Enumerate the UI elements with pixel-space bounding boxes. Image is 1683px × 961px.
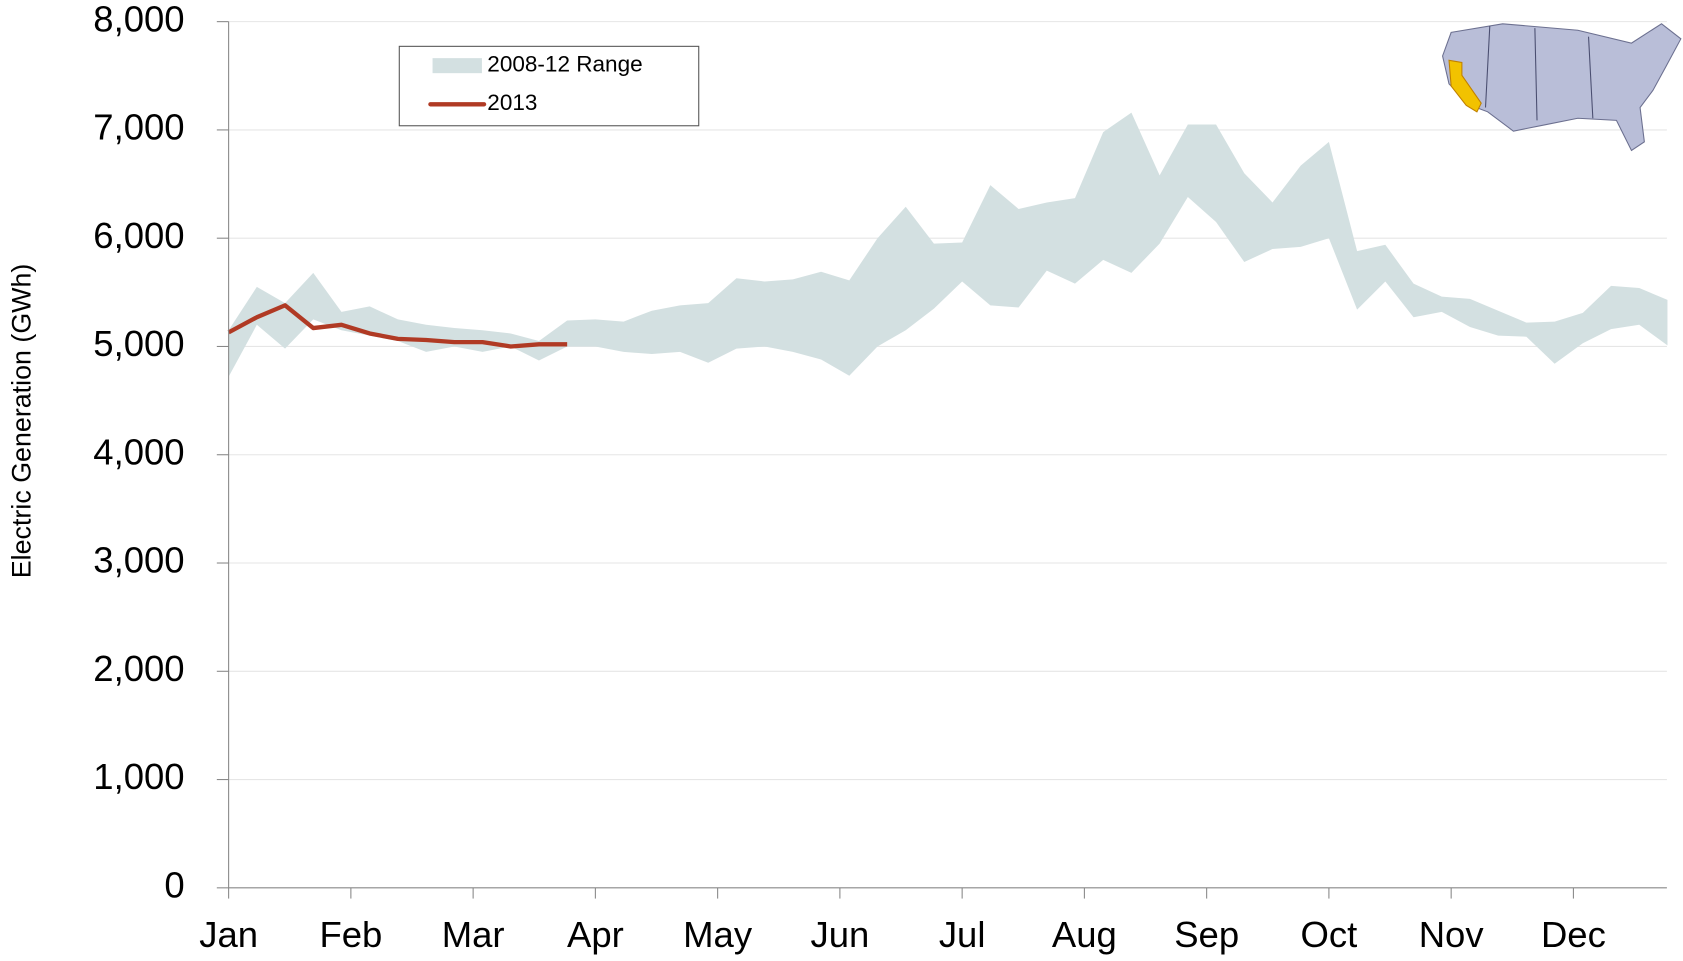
x-tick-label: Sep xyxy=(1174,914,1239,955)
legend: 2008-12 Range 2013 xyxy=(398,45,700,127)
x-tick-label: Nov xyxy=(1419,914,1485,955)
line-2013 xyxy=(227,303,568,349)
x-tick-label: Jun xyxy=(810,914,869,955)
y-tick-label: 6,000 xyxy=(93,215,184,256)
range-area xyxy=(228,112,1668,377)
x-tick-label: Oct xyxy=(1301,914,1358,955)
legend-swatch xyxy=(432,58,482,74)
x-tick-label: Apr xyxy=(567,914,624,955)
y-tick-label: 0 xyxy=(164,864,184,905)
region-borders xyxy=(1484,25,1594,121)
x-tick-label: Jan xyxy=(199,914,258,955)
y-tick-label: 4,000 xyxy=(93,431,184,472)
y-tick-label: 1,000 xyxy=(93,756,184,797)
y-tick-label: 5,000 xyxy=(93,323,184,364)
map-inset xyxy=(1442,23,1682,152)
x-tick-label: May xyxy=(683,914,753,955)
x-tick-label: Feb xyxy=(319,914,382,955)
y-axis-label: Electric Generation (GWh) xyxy=(7,264,37,579)
y-tick-label: 3,000 xyxy=(93,540,184,581)
y-tick-label: 7,000 xyxy=(93,107,184,148)
legend-label: 2013 xyxy=(487,90,537,115)
us-map xyxy=(1442,23,1682,152)
x-tick-label: Dec xyxy=(1541,914,1606,955)
california xyxy=(1448,59,1482,113)
legend-label: 2008-12 Range xyxy=(487,52,642,77)
y-tick-label: 8,000 xyxy=(93,0,184,39)
x-tick-label: Aug xyxy=(1052,914,1117,955)
x-tick-label: Jul xyxy=(939,914,986,955)
x-tick-label: Mar xyxy=(442,914,505,955)
y-tick-label: 2,000 xyxy=(93,648,184,689)
grid xyxy=(228,21,1667,781)
